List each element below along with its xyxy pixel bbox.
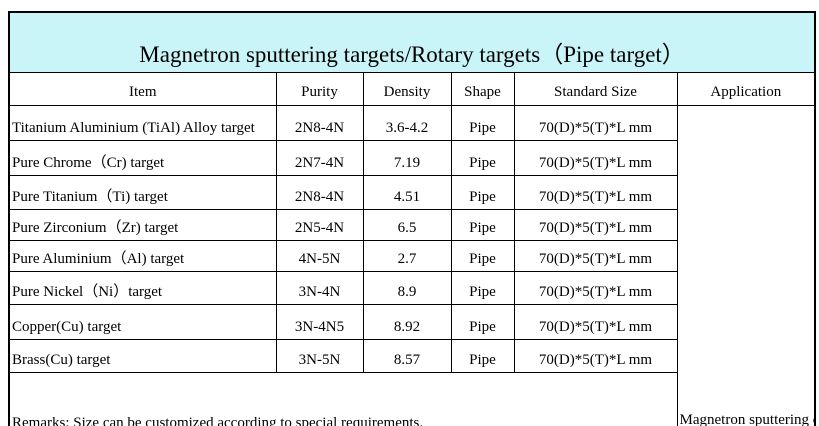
shape-cell: Pipe xyxy=(450,304,515,340)
shape-cell: Pipe xyxy=(450,240,515,272)
density-cell: 6.5 xyxy=(362,209,452,241)
shape-cell: Pipe xyxy=(450,339,515,373)
item-cell: Pure Aluminium（Al) target xyxy=(8,240,277,272)
density-cell: 7.19 xyxy=(362,140,452,176)
remarks-cell: Remarks: Size can be customized accordin… xyxy=(8,372,678,426)
item-cell: Pure Nickel（Ni）target xyxy=(8,271,277,305)
shape-cell: Pipe xyxy=(450,175,515,210)
purity-cell: 4N-5N xyxy=(275,240,364,272)
col-header-item: Item xyxy=(8,72,277,106)
table-row: Brass(Cu) target 3N-5N 8.57 Pipe 70(D)*5… xyxy=(8,339,815,373)
density-cell: 8.9 xyxy=(362,271,452,305)
purity-cell: 2N8-4N xyxy=(275,105,364,141)
standard-size-cell: 70(D)*5(T)*L mm xyxy=(513,304,678,340)
table-row: Pure Zirconium（Zr) target 2N5-4N 6.5 Pip… xyxy=(8,209,815,241)
sputtering-targets-table: Magnetron sputtering targets/Rotary targ… xyxy=(8,11,817,426)
item-cell: Brass(Cu) target xyxy=(8,339,277,373)
purity-cell: 2N7-4N xyxy=(275,140,364,176)
table-title: Magnetron sputtering targets/Rotary targ… xyxy=(8,11,816,73)
shape-cell: Pipe xyxy=(450,105,515,141)
density-cell: 4.51 xyxy=(362,175,452,210)
col-header-standard-size: Standard Size xyxy=(513,72,678,106)
purity-cell: 3N-5N xyxy=(275,339,364,373)
standard-size-cell: 70(D)*5(T)*L mm xyxy=(513,175,678,210)
table-row: Pure Aluminium（Al) target 4N-5N 2.7 Pipe… xyxy=(8,240,815,272)
col-header-density: Density xyxy=(362,72,452,106)
table-row: Pure Nickel（Ni）target 3N-4N 8.9 Pipe 70(… xyxy=(8,271,815,305)
application-cell: Magnetron sputtering coating xyxy=(676,105,816,426)
title-row: Magnetron sputtering targets/Rotary targ… xyxy=(8,11,816,73)
header-row: Item Purity Density Shape Standard Size … xyxy=(8,72,816,106)
standard-size-cell: 70(D)*5(T)*L mm xyxy=(513,140,678,176)
density-cell: 3.6-4.2 xyxy=(362,105,452,141)
standard-size-cell: 70(D)*5(T)*L mm xyxy=(513,105,678,141)
item-cell: Copper(Cu) target xyxy=(8,304,277,340)
standard-size-cell: 70(D)*5(T)*L mm xyxy=(513,240,678,272)
col-header-purity: Purity xyxy=(275,72,364,106)
density-cell: 2.7 xyxy=(362,240,452,272)
col-header-shape: Shape xyxy=(450,72,515,106)
standard-size-cell: 70(D)*5(T)*L mm xyxy=(513,339,678,373)
item-cell: Pure Chrome（Cr) target xyxy=(8,140,277,176)
purity-cell: 3N-4N xyxy=(275,271,364,305)
table-row: Titanium Aluminium (TiAl) Alloy target 2… xyxy=(8,105,816,426)
item-cell: Titanium Aluminium (TiAl) Alloy target xyxy=(8,105,277,141)
table-row: Pure Chrome（Cr) target 2N7-4N 7.19 Pipe … xyxy=(8,140,815,176)
item-cell: Pure Zirconium（Zr) target xyxy=(8,209,277,241)
table-row: Pure Titanium（Ti) target 2N8-4N 4.51 Pip… xyxy=(8,175,815,210)
remarks-row: Remarks: Size can be customized accordin… xyxy=(8,372,815,426)
shape-cell: Pipe xyxy=(450,271,515,305)
shape-cell: Pipe xyxy=(450,140,515,176)
density-cell: 8.92 xyxy=(362,304,452,340)
shape-cell: Pipe xyxy=(450,209,515,241)
purity-cell: 2N8-4N xyxy=(275,175,364,210)
standard-size-cell: 70(D)*5(T)*L mm xyxy=(513,271,678,305)
density-cell: 8.57 xyxy=(362,339,452,373)
purity-cell: 3N-4N5 xyxy=(275,304,364,340)
purity-cell: 2N5-4N xyxy=(275,209,364,241)
item-cell: Pure Titanium（Ti) target xyxy=(8,175,277,210)
col-header-application: Application xyxy=(676,72,816,106)
table-row: Copper(Cu) target 3N-4N5 8.92 Pipe 70(D)… xyxy=(8,304,815,340)
standard-size-cell: 70(D)*5(T)*L mm xyxy=(513,209,678,241)
